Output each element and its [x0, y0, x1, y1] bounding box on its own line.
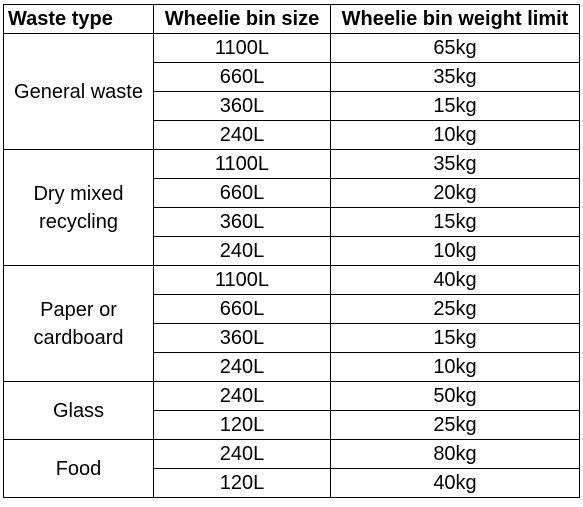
bin-size-cell: 240L	[153, 439, 331, 469]
bin-size-cell: 120L	[153, 410, 331, 440]
table-row: Paper or cardboard 1100L 40kg	[3, 265, 580, 382]
table-row: Glass 240L 50kg	[3, 381, 580, 440]
weight-limit-cell: 80kg	[330, 439, 580, 469]
bin-size-cell: 1100L	[153, 265, 331, 295]
bin-size-cell: 240L	[153, 381, 331, 411]
waste-type-cell: Glass	[3, 381, 154, 440]
table-row: Food 240L 80kg	[3, 439, 580, 498]
weight-limit-cell: 35kg	[330, 149, 580, 179]
waste-type-cell: Paper or cardboard	[3, 265, 154, 382]
weight-limit-cell: 50kg	[330, 381, 580, 411]
weight-limit-cell: 10kg	[330, 120, 580, 150]
bin-size-cell: 360L	[153, 91, 331, 121]
weight-limit-cell: 10kg	[330, 352, 580, 382]
waste-type-cell: Food	[3, 439, 154, 498]
table-row: General waste 1100L 65kg	[3, 33, 580, 150]
header-weight-limit: Wheelie bin weight limit	[330, 4, 580, 34]
bin-size-cell: 660L	[153, 294, 331, 324]
weight-limit-cell: 25kg	[330, 294, 580, 324]
weight-limit-cell: 15kg	[330, 323, 580, 353]
bin-size-cell: 1100L	[153, 33, 331, 63]
header-row: Waste type Wheelie bin size Wheelie bin …	[3, 4, 580, 34]
weight-limit-cell: 40kg	[330, 468, 580, 498]
table-row: 660L 20kg	[4, 178, 580, 208]
bin-size-cell: 660L	[153, 178, 331, 208]
bin-weight-table: Waste type Wheelie bin size Wheelie bin …	[3, 4, 580, 498]
weight-limit-cell: 20kg	[330, 178, 580, 208]
table-row: 240L 10kg	[4, 120, 580, 150]
weight-limit-cell: 65kg	[330, 33, 580, 63]
header-bin-size: Wheelie bin size	[153, 4, 331, 34]
table-row: 360L 15kg	[4, 323, 580, 353]
weight-limit-cell: 40kg	[330, 265, 580, 295]
table-row: 660L 35kg	[4, 62, 580, 92]
table-row: 120L 40kg	[4, 468, 580, 498]
bin-size-cell: 660L	[153, 62, 331, 92]
weight-limit-cell: 15kg	[330, 91, 580, 121]
header-waste-type: Waste type	[3, 4, 154, 34]
waste-type-cell: General waste	[3, 33, 154, 150]
table-body: General waste 1100L 65kg 660L 35kg 360L …	[3, 33, 580, 498]
table-row: 240L 10kg	[4, 236, 580, 266]
bin-size-cell: 360L	[153, 207, 331, 237]
weight-limit-cell: 10kg	[330, 236, 580, 266]
table-row: 660L 25kg	[4, 294, 580, 324]
table-row: Dry mixed recycling 1100L 35kg	[3, 149, 580, 266]
weight-limit-cell: 35kg	[330, 62, 580, 92]
bin-size-cell: 240L	[153, 120, 331, 150]
weight-limit-cell: 15kg	[330, 207, 580, 237]
table-row: 360L 15kg	[4, 207, 580, 237]
weight-limit-cell: 25kg	[330, 410, 580, 440]
bin-size-cell: 360L	[153, 323, 331, 353]
bin-size-cell: 240L	[153, 352, 331, 382]
waste-type-cell: Dry mixed recycling	[3, 149, 154, 266]
bin-size-cell: 240L	[153, 236, 331, 266]
table-row: 360L 15kg	[4, 91, 580, 121]
bin-size-cell: 1100L	[153, 149, 331, 179]
table-row: 120L 25kg	[4, 410, 580, 440]
bin-size-cell: 120L	[153, 468, 331, 498]
